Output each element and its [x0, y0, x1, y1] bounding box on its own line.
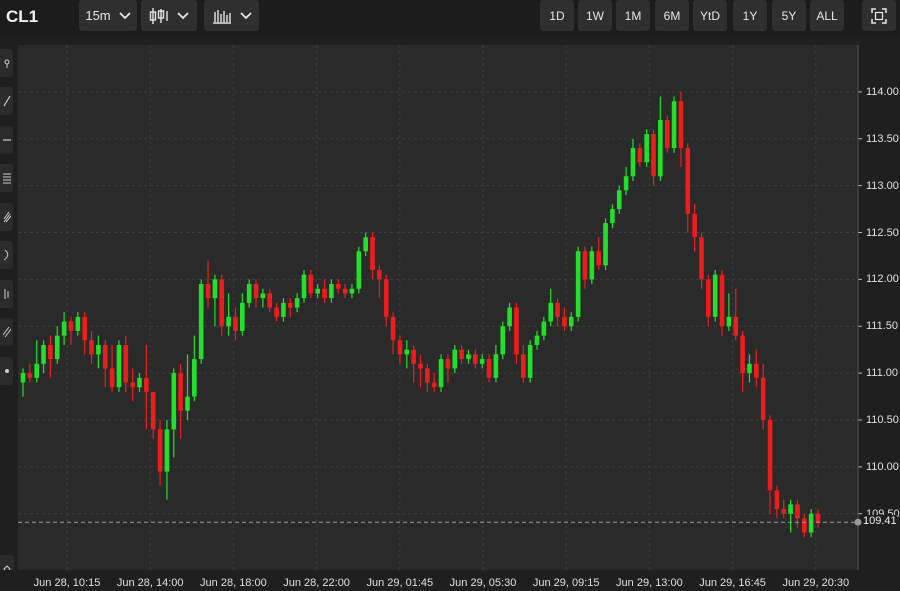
y-tick-label: 112.50: [866, 226, 899, 239]
bar-volume-icon: [212, 8, 232, 24]
arc-tool-icon[interactable]: [0, 241, 13, 269]
x-tick-label: Jun 29, 01:45: [366, 577, 434, 589]
x-tick-label: Jun 29, 05:30: [449, 577, 517, 589]
y-tick-label: 112.00: [866, 273, 899, 286]
horizontal-line-tool-icon[interactable]: [0, 126, 13, 154]
price-axis[interactable]: [858, 45, 900, 570]
x-tick-label: Jun 28, 18:00: [200, 577, 267, 589]
fullscreen-button[interactable]: [862, 0, 896, 31]
y-tick-label: 110.00: [866, 460, 899, 473]
x-tick-label: Jun 28, 10:15: [33, 577, 101, 589]
channel-tool-icon[interactable]: [0, 318, 13, 346]
x-tick-label: Jun 29, 09:15: [532, 577, 600, 589]
range-ytd-button[interactable]: YtD: [693, 0, 727, 31]
fullscreen-icon: [871, 7, 887, 24]
x-tick-label: Jun 28, 14:00: [116, 577, 184, 589]
trendline-tool-icon[interactable]: [0, 87, 13, 115]
x-tick-label: Jun 29, 13:00: [616, 577, 683, 589]
y-tick-label: 111.00: [866, 367, 899, 380]
fibonacci-tool-icon[interactable]: [0, 164, 13, 192]
indicator-select[interactable]: [204, 0, 259, 31]
price-chart-panel[interactable]: [18, 45, 858, 570]
measure-tool-icon[interactable]: [0, 357, 13, 385]
y-tick-label: 113.00: [866, 179, 899, 192]
y-tick-label: 111.50: [866, 320, 899, 333]
range-all-button[interactable]: ALL: [810, 0, 844, 31]
pitchfork-tool-icon[interactable]: [0, 203, 13, 231]
interval-select[interactable]: 15m: [79, 0, 137, 31]
crosshair-tool-icon[interactable]: [0, 49, 13, 77]
range-6m-button[interactable]: 6M: [655, 0, 689, 31]
x-tick-label: Jun 29, 16:45: [699, 577, 766, 589]
bars-pattern-tool-icon[interactable]: [0, 280, 13, 308]
time-axis[interactable]: [0, 570, 900, 591]
drawing-toolbar: [0, 44, 14, 385]
range-5y-button[interactable]: 5Y: [772, 0, 806, 31]
ticker-symbol: CL1: [6, 7, 39, 26]
x-tick-label: Jun 28, 22:00: [283, 577, 350, 589]
y-tick-label: 113.50: [866, 132, 899, 145]
chart-type-select[interactable]: [141, 0, 197, 31]
x-tick-label: Jun 29, 20:30: [782, 577, 850, 589]
interval-label: 15m: [85, 8, 111, 23]
range-1d-button[interactable]: 1D: [540, 0, 574, 31]
range-1y-button[interactable]: 1Y: [733, 0, 767, 31]
y-tick-label: 114.00: [866, 85, 899, 98]
range-1w-button[interactable]: 1W: [578, 0, 612, 31]
last-price-label: 109.41: [863, 515, 897, 528]
candlestick-icon: [149, 7, 169, 25]
y-tick-label: 110.50: [866, 414, 899, 426]
chevron-down-icon: [177, 11, 189, 20]
chevron-down-icon: [239, 11, 252, 20]
chevron-down-icon: [119, 11, 131, 20]
range-1m-button[interactable]: 1M: [616, 0, 650, 31]
